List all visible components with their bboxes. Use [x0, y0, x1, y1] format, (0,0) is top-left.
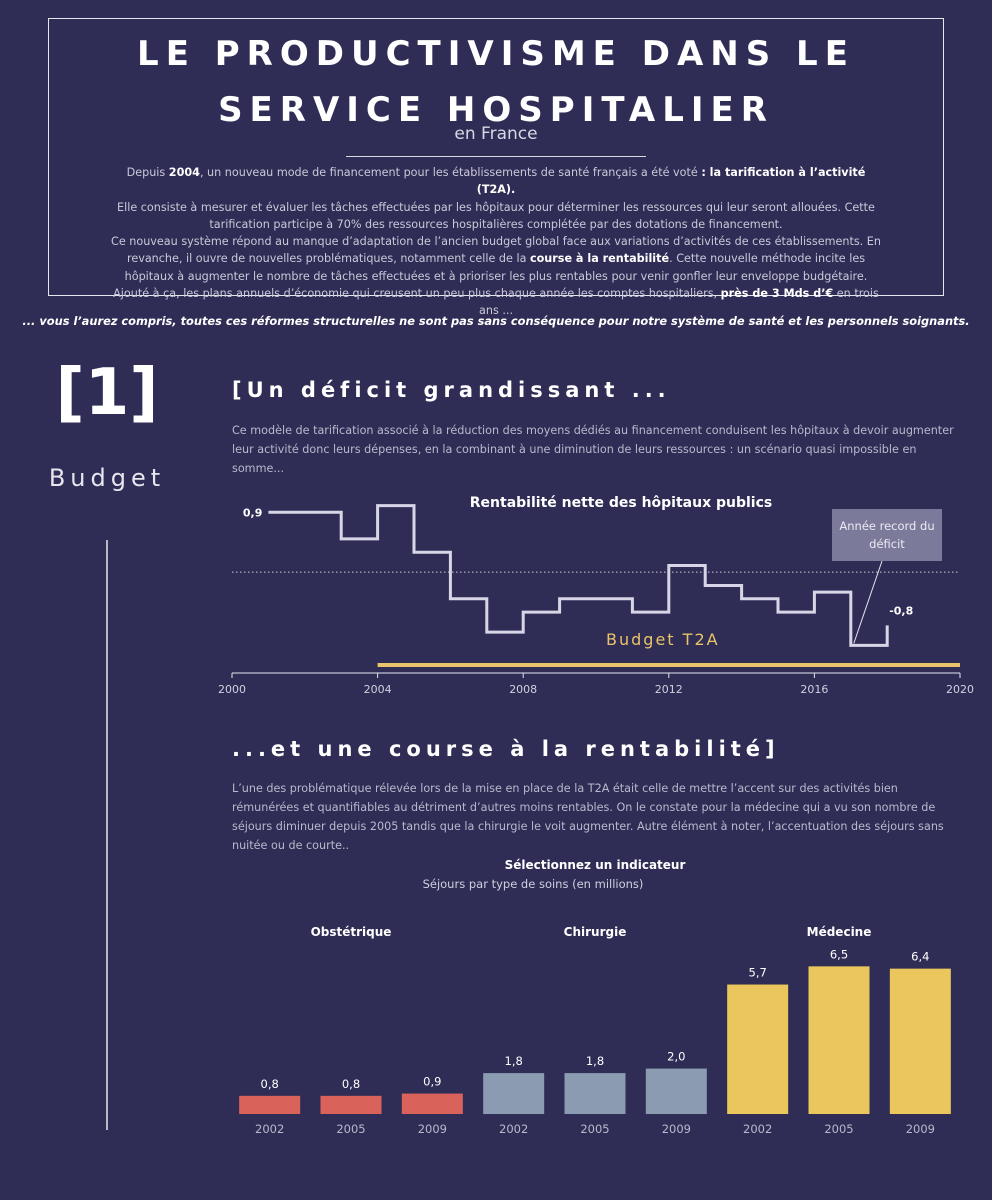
- x-tick-label: 2005: [336, 1122, 365, 1136]
- text-run: Elle consiste à mesurer et évaluer les t…: [117, 200, 875, 231]
- x-tick-label: 2008: [509, 683, 537, 696]
- section-number: [1]: [55, 356, 159, 430]
- header-box: [48, 18, 944, 296]
- x-tick-label: 2002: [499, 1122, 528, 1136]
- title: LE PRODUCTIVISME DANS LE SERVICE HOSPITA…: [137, 34, 855, 130]
- description: L’une des problématique rélevée lors de …: [232, 782, 944, 852]
- text-run: 2004: [168, 166, 200, 179]
- value-label: 6,4: [911, 950, 929, 964]
- bar: [889, 968, 951, 1114]
- tagline: ... vous l’aurez compris, toutes ces réf…: [22, 314, 970, 328]
- value-label: -0,8: [889, 604, 913, 617]
- x-tick-label: 2000: [218, 683, 246, 696]
- x-tick-label: 2012: [655, 683, 683, 696]
- intro: Depuis 2004, un nouveau mode de financem…: [110, 164, 882, 320]
- bar: [320, 1095, 382, 1114]
- x-tick-label: 2004: [364, 683, 392, 696]
- subtitle: en France: [454, 124, 538, 144]
- group-label: Obstétrique: [311, 925, 392, 939]
- paragraph: Elle consiste à mesurer et évaluer les t…: [110, 199, 882, 234]
- x-tick-label: 2009: [662, 1122, 691, 1136]
- value-label: 0,8: [342, 1077, 360, 1091]
- chart-title: Rentabilité nette des hôpitaux publics: [470, 495, 772, 511]
- x-tick-label: 2009: [418, 1122, 447, 1136]
- value-label: 6,5: [830, 947, 848, 961]
- text-run: près de 3 Mds d’€: [720, 287, 834, 301]
- x-tick-label: 2016: [800, 683, 828, 696]
- annotation: Année record du déficit: [832, 509, 942, 561]
- paragraph: Ce nouveau système répond au manque d’ad…: [110, 233, 882, 319]
- rule: [346, 156, 646, 157]
- heading: [Un déficit grandissant ...: [232, 378, 671, 402]
- description: Ce modèle de tarification associé à la r…: [232, 424, 954, 475]
- value-label: 1,8: [586, 1054, 604, 1068]
- text-run: . Cette nouvelle méthode incite les hôpi…: [113, 252, 868, 301]
- bar: [808, 966, 870, 1114]
- value-label: 0,9: [243, 506, 263, 519]
- x-tick-label: 2009: [906, 1122, 935, 1136]
- bar: [483, 1073, 545, 1114]
- value-label: 5,7: [749, 966, 767, 980]
- x-tick-label: 2002: [255, 1122, 284, 1136]
- text-run: , un nouveau mode de financement pour le…: [199, 166, 702, 179]
- chart-title: Sélectionnez un indicateur: [505, 858, 686, 872]
- paragraph: Depuis 2004, un nouveau mode de financem…: [110, 164, 882, 199]
- bar: [727, 984, 789, 1114]
- text-run: en trois ans ...: [479, 287, 879, 318]
- chart-subtitle: Séjours par type de soins (en millions): [423, 877, 644, 891]
- value-label: 2,0: [667, 1050, 685, 1064]
- heading: ...et une course à la rentabilité]: [232, 737, 780, 761]
- x-tick-label: 2020: [946, 683, 974, 696]
- band-label: Budget T2A: [606, 630, 720, 649]
- section-label: Budget: [48, 464, 166, 492]
- group-label: Chirurgie: [564, 925, 627, 939]
- bar: [239, 1095, 301, 1114]
- x-tick-label: 2005: [580, 1122, 609, 1136]
- text-run: : la tarification à l’activité (T2A).: [476, 166, 866, 197]
- text-run: course à la rentabilité: [529, 252, 670, 266]
- bar: [645, 1068, 707, 1114]
- value-label: 1,8: [505, 1054, 523, 1068]
- text-run: Ce nouveau système répond au manque d’ad…: [111, 235, 881, 266]
- x-tick-label: 2005: [824, 1122, 853, 1136]
- step-line: [268, 504, 889, 647]
- annotation-pointer: [853, 560, 883, 644]
- text-run: Depuis: [126, 166, 169, 179]
- bar: [564, 1073, 626, 1114]
- bar: [401, 1093, 463, 1114]
- value-label: 0,9: [423, 1075, 441, 1089]
- x-tick-label: 2002: [743, 1122, 772, 1136]
- group-label: Médecine: [807, 925, 872, 939]
- value-label: 0,8: [261, 1077, 279, 1091]
